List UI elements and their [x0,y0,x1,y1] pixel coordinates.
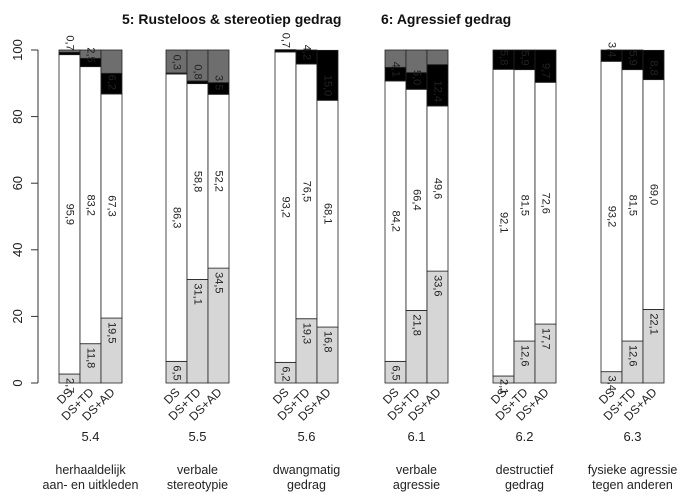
bar-segment [316,49,339,101]
group-description: aan- en uitkleden [43,478,139,492]
data-label: 0,7 [280,33,292,48]
data-label: 66,4 [411,189,423,210]
data-label: 19,3 [301,323,313,344]
data-label: 81,5 [627,195,639,216]
data-label: 4,2 [301,45,313,60]
bar-segment [426,49,449,66]
data-label: 2,7 [64,378,76,393]
data-label: 15,0 [322,75,334,96]
data-label: 0,7 [64,35,76,50]
data-label: 6,5 [390,365,402,380]
data-label: 34,5 [213,272,225,293]
group-description: tegen anderen [592,478,673,492]
data-label: 72,6 [540,192,552,213]
data-label: 6,2 [280,366,292,381]
data-label: 83,2 [85,194,97,215]
data-label: 3,4 [606,42,618,57]
group-description: fysieke agressie [588,463,678,477]
data-label: 81,5 [519,195,531,216]
group-code: 5.4 [81,429,99,444]
data-label: 22,1 [648,313,660,334]
data-label: 5,0 [411,70,423,85]
y-tick-label: 60 [10,176,25,190]
group-description: verbale [177,463,218,477]
group-code: 6.1 [407,429,425,444]
data-label: 92,1 [498,212,510,233]
data-label: 12,4 [432,81,444,102]
bar-segment [274,49,297,53]
bar-segment [100,49,123,74]
data-label: 0,3 [171,55,183,70]
data-label: 31,1 [192,283,204,304]
group-description: dwangmatig [273,463,340,477]
data-label: 9,7 [540,63,552,78]
group-code: 5.6 [297,429,315,444]
bar-segment [207,49,230,84]
group-code: 5.5 [188,429,206,444]
data-label: 86,3 [171,207,183,228]
group-description: verbale [396,463,437,477]
data-label: 95,9 [64,204,76,225]
data-label: 67,3 [106,195,118,216]
data-label: 33,6 [432,275,444,296]
data-label: 4,1 [390,62,402,77]
data-label: 16,8 [322,331,334,352]
data-label: 93,2 [280,196,292,217]
labels-layer: 2,795,90,7DS11,883,22,5DS+TD19,567,36,2D… [43,33,678,492]
data-label: 3,5 [213,75,225,90]
group-code: 6.2 [515,429,533,444]
group-description: gedrag [505,478,544,492]
data-label: 0,8 [192,64,204,79]
data-label: 52,2 [213,170,225,191]
group-description: herhaaldelijk [55,463,126,477]
data-label: 5,9 [519,50,531,65]
data-label: 12,6 [627,345,639,366]
data-label: 49,6 [432,178,444,199]
data-label: 12,6 [519,345,531,366]
data-label: 19,5 [106,322,118,343]
bar-segment [534,49,557,83]
data-label: 84,2 [390,210,402,231]
data-label: 6,5 [171,365,183,380]
data-label: 3,4 [606,376,618,391]
group-description: gedrag [287,478,326,492]
data-label: 69,0 [648,184,660,205]
data-label: 17,7 [540,328,552,349]
data-label: 76,5 [301,181,313,202]
data-label: 58,8 [192,171,204,192]
y-tick-label: 80 [10,109,25,123]
bar-segment [642,49,665,81]
group-description: agressie [393,478,440,492]
y-tick-label: 40 [10,243,25,257]
data-label: 8,8 [648,60,660,75]
group-code: 6.3 [623,429,641,444]
section-title-6: 6: Agressief gedrag [381,11,511,27]
data-label: 6,2 [106,75,118,90]
bars-layer [58,49,665,384]
data-label: 2,5 [85,47,97,62]
y-tick-label: 20 [10,309,25,323]
group-description: stereotypie [167,478,228,492]
y-axis: 0 20 40 60 80 100 [10,39,39,387]
data-label: 5,9 [627,50,639,65]
y-tick-label: 0 [10,379,25,386]
data-label: 5,8 [498,50,510,65]
data-label: 21,8 [411,314,423,335]
group-description: destructief [496,463,554,477]
data-label: 2,1 [498,379,510,394]
data-label: 68,1 [322,203,334,224]
data-label: 93,2 [606,206,618,227]
y-tick-label: 100 [10,39,25,61]
section-title-5: 5: Rusteloos & stereotiep gedrag [122,11,341,27]
data-label: 11,8 [85,348,97,369]
